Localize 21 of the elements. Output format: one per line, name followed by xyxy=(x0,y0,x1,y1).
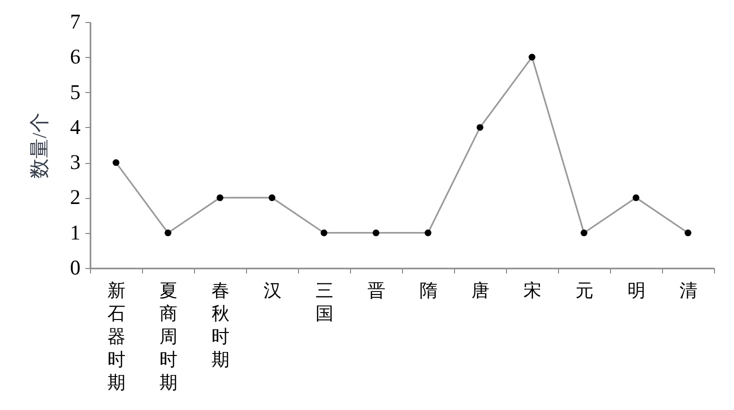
x-tick-label: 晋 xyxy=(368,280,386,300)
x-tick-label: 汉 xyxy=(264,280,282,300)
x-tick-label: 春秋时期 xyxy=(212,280,230,370)
x-tick-label: 夏商周时期 xyxy=(160,280,178,392)
x-tick-label: 唐 xyxy=(472,280,490,300)
x-tick-label: 清 xyxy=(680,280,698,300)
y-tick-label: 0 xyxy=(70,256,80,280)
y-tick-label: 4 xyxy=(70,114,81,139)
y-tick-label: 5 xyxy=(70,80,80,104)
y-axis-title: 数量/个 xyxy=(29,112,51,178)
y-tick-label: 3 xyxy=(70,150,80,174)
x-tick-label: 明 xyxy=(628,280,646,300)
y-tick-label: 2 xyxy=(70,185,80,210)
y-tick-label: 7 xyxy=(70,10,80,34)
y-tick-label: 1 xyxy=(70,220,80,244)
x-tick-label: 新石器时期 xyxy=(108,280,126,392)
x-tick-label: 宋 xyxy=(524,280,542,300)
x-tick-label: 三国 xyxy=(316,280,334,324)
y-tick-label: 6 xyxy=(70,44,80,69)
x-tick-label: 隋 xyxy=(420,280,438,300)
x-tick-label: 元 xyxy=(576,280,594,300)
